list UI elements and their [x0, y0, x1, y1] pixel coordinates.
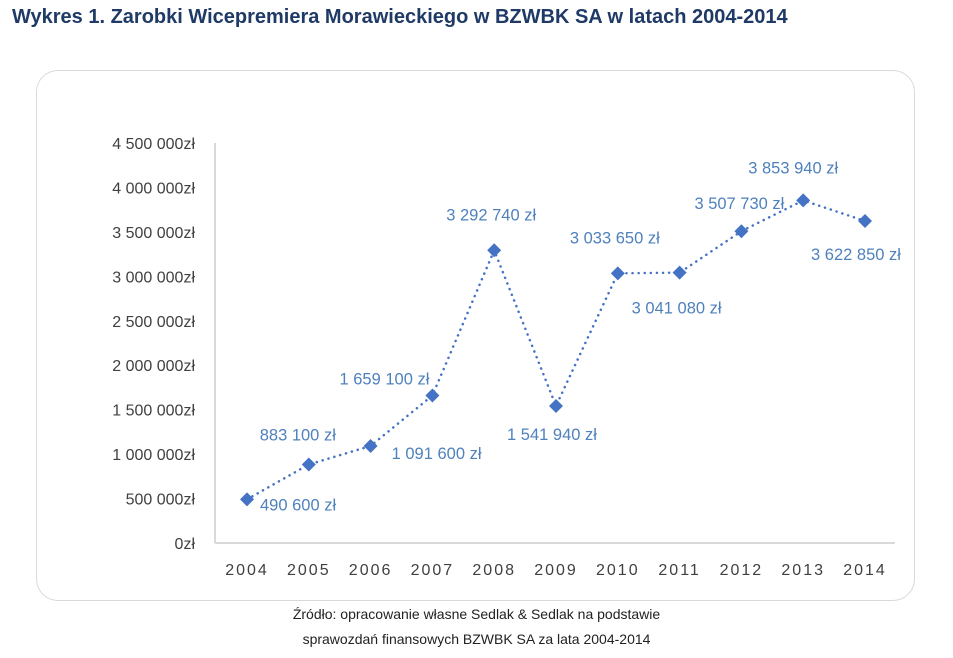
chart-title: Wykres 1. Zarobki Wicepremiera Morawieck…	[12, 6, 788, 28]
chart-frame	[36, 70, 915, 601]
x-tick-label: 2008	[472, 562, 516, 579]
data-point-marker	[487, 243, 502, 258]
y-tick-label: 2 000 000zł	[112, 358, 195, 375]
data-point-marker	[672, 265, 687, 280]
y-tick-label: 0zł	[175, 536, 196, 553]
source-line-1: Źródło: opracowanie własne Sedlak & Sedl…	[292, 606, 661, 622]
y-tick-label: 4 500 000zł	[112, 136, 195, 153]
data-point-marker	[858, 213, 872, 228]
data-label: 3 622 850 zł	[811, 246, 901, 264]
source-line-2: sprawozdań finansowych BZWBK SA za lata …	[302, 631, 651, 647]
y-tick-label: 4 000 000zł	[112, 180, 195, 197]
y-tick-label: 500 000zł	[126, 492, 196, 509]
data-point-marker	[363, 438, 378, 453]
data-label: 1 091 600 zł	[392, 445, 482, 463]
y-tick-label: 2 500 000zł	[112, 314, 195, 331]
data-label: 3 507 730 zł	[694, 195, 784, 213]
x-tick-label: 2012	[720, 562, 764, 579]
x-tick-label: 2013	[781, 562, 825, 579]
x-tick-label: 2004	[225, 562, 269, 579]
data-point-marker	[425, 388, 440, 403]
x-tick-label: 2007	[411, 562, 455, 579]
x-tick-label: 2014	[843, 562, 887, 579]
y-tick-label: 1 500 000zł	[112, 403, 195, 420]
data-label: 3 041 080 zł	[632, 300, 722, 318]
data-point-marker	[240, 492, 254, 507]
series-line	[245, 199, 867, 501]
x-tick-label: 2006	[349, 562, 393, 579]
data-point-marker	[549, 398, 563, 413]
data-label: 3 853 940 zł	[748, 159, 838, 177]
x-tick-label: 2005	[287, 562, 331, 579]
data-label: 883 100 zł	[260, 427, 336, 445]
data-point-marker	[610, 266, 625, 281]
x-tick-label: 2010	[596, 562, 640, 579]
y-tick-label: 3 500 000zł	[112, 225, 195, 242]
data-label: 1 541 940 zł	[507, 426, 597, 444]
data-point-marker	[301, 457, 316, 472]
y-tick-label: 3 000 000zł	[112, 269, 195, 286]
data-label: 3 292 740 zł	[446, 206, 536, 224]
y-tick-label: 1 000 000zł	[112, 447, 195, 464]
data-label: 1 659 100 zł	[339, 371, 429, 389]
data-point-marker	[796, 193, 811, 208]
data-label: 490 600 zł	[260, 496, 336, 514]
x-tick-label: 2011	[658, 562, 700, 579]
data-point-marker	[734, 224, 749, 239]
data-label: 3 033 650 zł	[570, 229, 660, 247]
x-tick-label: 2009	[534, 562, 578, 579]
